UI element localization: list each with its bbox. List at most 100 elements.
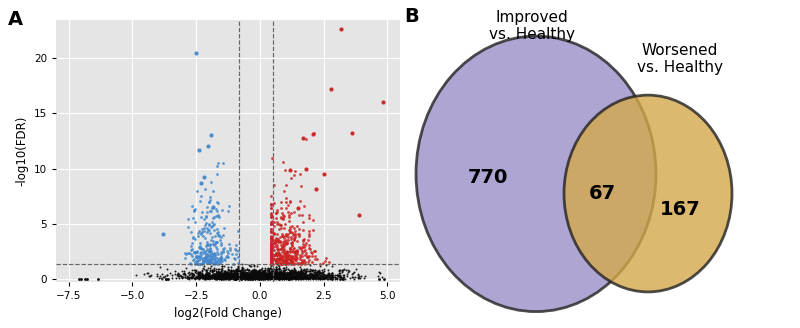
Point (257, 276, 270, 281)
Point (210, 275, 223, 280)
Point (194, 244, 207, 249)
Point (202, 270, 214, 275)
Point (237, 270, 250, 275)
Point (232, 276, 245, 281)
Point (295, 274, 308, 279)
Point (312, 272, 325, 277)
Point (214, 274, 226, 279)
Point (261, 275, 274, 280)
Point (270, 216, 282, 221)
Point (267, 273, 280, 278)
Point (217, 274, 230, 279)
Point (265, 238, 278, 244)
Point (265, 234, 278, 239)
Point (312, 270, 325, 276)
Point (189, 276, 202, 281)
Point (247, 269, 260, 274)
Point (203, 227, 216, 232)
Point (262, 270, 275, 275)
Point (294, 269, 306, 274)
Point (242, 276, 254, 281)
Point (236, 271, 249, 276)
Point (266, 254, 279, 259)
Point (198, 186, 211, 192)
Point (251, 273, 264, 278)
Point (274, 274, 286, 279)
Point (267, 272, 280, 277)
Point (259, 274, 272, 279)
Point (265, 206, 278, 211)
Point (309, 271, 322, 277)
Point (278, 275, 290, 280)
Point (279, 205, 292, 211)
Point (252, 274, 265, 279)
Point (276, 160, 289, 165)
Point (270, 209, 283, 214)
Point (304, 271, 317, 276)
Point (255, 265, 268, 270)
Point (216, 271, 229, 276)
Point (322, 276, 335, 281)
Point (250, 275, 262, 280)
Point (320, 255, 333, 260)
Point (312, 276, 325, 281)
Point (218, 269, 230, 274)
Point (270, 276, 282, 281)
Point (286, 271, 299, 276)
Point (289, 258, 302, 263)
Point (237, 275, 250, 280)
Point (296, 274, 309, 279)
Point (210, 276, 223, 281)
Point (250, 269, 262, 274)
Point (276, 274, 289, 279)
Point (243, 271, 256, 276)
Point (266, 269, 278, 275)
Point (258, 275, 271, 280)
Point (272, 275, 285, 280)
Point (304, 268, 317, 273)
Point (265, 242, 278, 247)
Point (244, 275, 257, 280)
Point (250, 274, 262, 279)
Point (302, 275, 315, 280)
Point (239, 275, 252, 280)
Point (242, 274, 254, 279)
Point (270, 270, 282, 275)
Point (239, 273, 252, 278)
Point (233, 276, 246, 281)
Point (204, 259, 217, 264)
Point (201, 209, 214, 214)
Point (195, 210, 208, 215)
Point (214, 261, 226, 266)
Point (245, 274, 258, 279)
Point (215, 258, 228, 263)
Point (258, 276, 271, 281)
Point (271, 267, 284, 272)
Point (262, 275, 274, 280)
Point (258, 274, 270, 279)
Point (223, 267, 236, 272)
Point (289, 168, 302, 174)
Point (280, 266, 293, 272)
Point (258, 274, 270, 279)
Point (274, 199, 287, 205)
Point (186, 271, 198, 276)
Point (253, 272, 266, 277)
Point (286, 272, 299, 277)
Point (273, 251, 286, 256)
Point (270, 275, 282, 280)
Point (242, 273, 255, 278)
Point (285, 176, 298, 181)
Point (236, 275, 249, 280)
Point (308, 270, 321, 275)
Point (214, 255, 227, 260)
Point (212, 266, 225, 271)
Point (293, 273, 306, 278)
Point (275, 271, 288, 276)
Point (253, 275, 266, 280)
Point (269, 273, 282, 278)
Point (281, 271, 294, 277)
Point (289, 253, 302, 258)
Point (239, 275, 252, 280)
Point (279, 271, 292, 276)
